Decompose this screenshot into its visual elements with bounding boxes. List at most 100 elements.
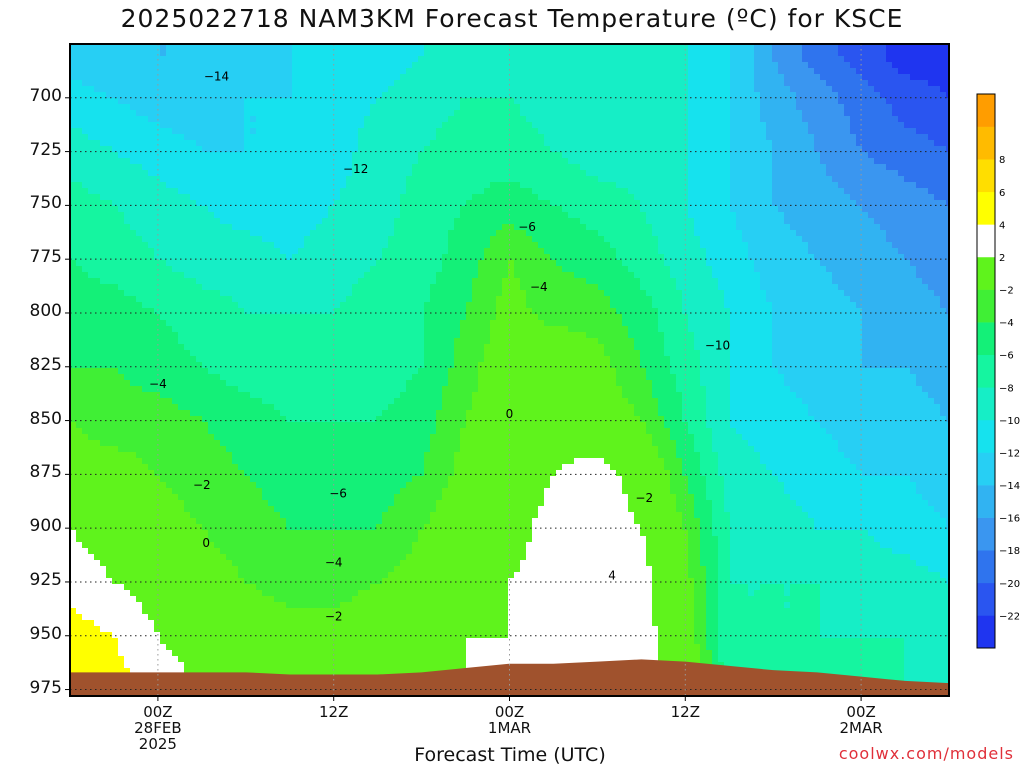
temperature-cell bbox=[802, 170, 809, 177]
temperature-cell bbox=[160, 146, 167, 153]
temperature-cell bbox=[268, 110, 275, 117]
temperature-cell bbox=[430, 158, 437, 165]
temperature-cell bbox=[592, 80, 599, 87]
temperature-cell bbox=[196, 110, 203, 117]
temperature-cell bbox=[400, 170, 407, 177]
temperature-cell bbox=[358, 194, 365, 201]
temperature-cell bbox=[844, 176, 851, 183]
temperature-cell bbox=[646, 140, 653, 147]
temperature-cell bbox=[166, 152, 173, 159]
temperature-cell bbox=[406, 62, 413, 69]
temperature-cell bbox=[454, 176, 461, 183]
temperature-cell bbox=[556, 230, 563, 237]
temperature-cell bbox=[304, 80, 311, 87]
temperature-cell bbox=[634, 164, 641, 171]
temperature-cell bbox=[526, 182, 533, 189]
temperature-cell bbox=[202, 50, 209, 57]
temperature-cell bbox=[412, 56, 419, 63]
temperature-cell bbox=[586, 242, 593, 249]
temperature-cell bbox=[820, 200, 827, 207]
temperature-cell bbox=[376, 158, 383, 165]
temperature-cell bbox=[328, 176, 335, 183]
temperature-cell bbox=[724, 188, 731, 195]
temperature-cell bbox=[544, 110, 551, 117]
temperature-cell bbox=[142, 146, 149, 153]
temperature-cell bbox=[202, 146, 209, 153]
temperature-cell bbox=[112, 80, 119, 87]
temperature-cell bbox=[430, 116, 437, 123]
temperature-cell bbox=[688, 224, 695, 231]
temperature-cell bbox=[442, 236, 449, 243]
temperature-cell bbox=[316, 200, 323, 207]
temperature-cell bbox=[82, 146, 89, 153]
temperature-cell bbox=[286, 68, 293, 75]
temperature-cell bbox=[346, 158, 353, 165]
temperature-cell bbox=[310, 62, 317, 69]
temperature-cell bbox=[310, 206, 317, 213]
temperature-cell bbox=[106, 152, 113, 159]
temperature-cell bbox=[658, 92, 665, 99]
temperature-cell bbox=[298, 170, 305, 177]
temperature-cell bbox=[910, 146, 917, 153]
temperature-cell bbox=[490, 206, 497, 213]
temperature-cell bbox=[352, 74, 359, 81]
temperature-cell bbox=[688, 152, 695, 159]
temperature-cell bbox=[598, 164, 605, 171]
temperature-cell bbox=[388, 164, 395, 171]
temperature-cell bbox=[874, 194, 881, 201]
temperature-cell bbox=[784, 236, 791, 243]
temperature-cell bbox=[526, 200, 533, 207]
temperature-cell bbox=[496, 218, 503, 225]
temperature-cell bbox=[340, 110, 347, 117]
temperature-cell bbox=[694, 218, 701, 225]
temperature-cell bbox=[154, 194, 161, 201]
temperature-cell bbox=[436, 176, 443, 183]
temperature-cell bbox=[586, 182, 593, 189]
temperature-cell bbox=[808, 188, 815, 195]
temperature-cell bbox=[442, 230, 449, 237]
temperature-cell bbox=[556, 146, 563, 153]
temperature-cell bbox=[724, 104, 731, 111]
temperature-cell bbox=[268, 128, 275, 135]
temperature-cell bbox=[814, 116, 821, 123]
temperature-cell bbox=[916, 86, 923, 93]
temperature-cell bbox=[478, 122, 485, 129]
temperature-cell bbox=[142, 194, 149, 201]
x-axis-label: Forecast Time (UTC) bbox=[414, 744, 606, 766]
temperature-cell bbox=[508, 158, 515, 165]
temperature-cell bbox=[334, 176, 341, 183]
temperature-cell bbox=[196, 86, 203, 93]
temperature-cell bbox=[706, 74, 713, 81]
temperature-cell bbox=[814, 164, 821, 171]
temperature-cell bbox=[622, 128, 629, 135]
temperature-cell bbox=[148, 116, 155, 123]
temperature-cell bbox=[730, 86, 737, 93]
temperature-cell bbox=[808, 236, 815, 243]
temperature-cell bbox=[424, 104, 431, 111]
temperature-cell bbox=[652, 158, 659, 165]
temperature-cell bbox=[208, 140, 215, 147]
temperature-cell bbox=[928, 140, 935, 147]
temperature-cell bbox=[844, 158, 851, 165]
temperature-cell bbox=[790, 176, 797, 183]
temperature-cell bbox=[430, 242, 437, 249]
temperature-cell bbox=[400, 188, 407, 195]
temperature-cell bbox=[442, 176, 449, 183]
temperature-cell bbox=[316, 206, 323, 213]
temperature-cell bbox=[442, 44, 449, 51]
temperature-cell bbox=[760, 218, 767, 225]
temperature-cell bbox=[346, 68, 353, 75]
temperature-cell bbox=[556, 140, 563, 147]
temperature-cell bbox=[148, 140, 155, 147]
temperature-cell bbox=[334, 134, 341, 141]
temperature-cell bbox=[70, 50, 77, 57]
temperature-cell bbox=[478, 236, 485, 243]
temperature-cell bbox=[514, 92, 521, 99]
temperature-cell bbox=[910, 188, 917, 195]
temperature-cell bbox=[148, 176, 155, 183]
temperature-cell bbox=[724, 44, 731, 51]
temperature-cell bbox=[514, 218, 521, 225]
temperature-cell bbox=[766, 164, 773, 171]
temperature-cell bbox=[754, 110, 761, 117]
temperature-cell bbox=[94, 98, 101, 105]
